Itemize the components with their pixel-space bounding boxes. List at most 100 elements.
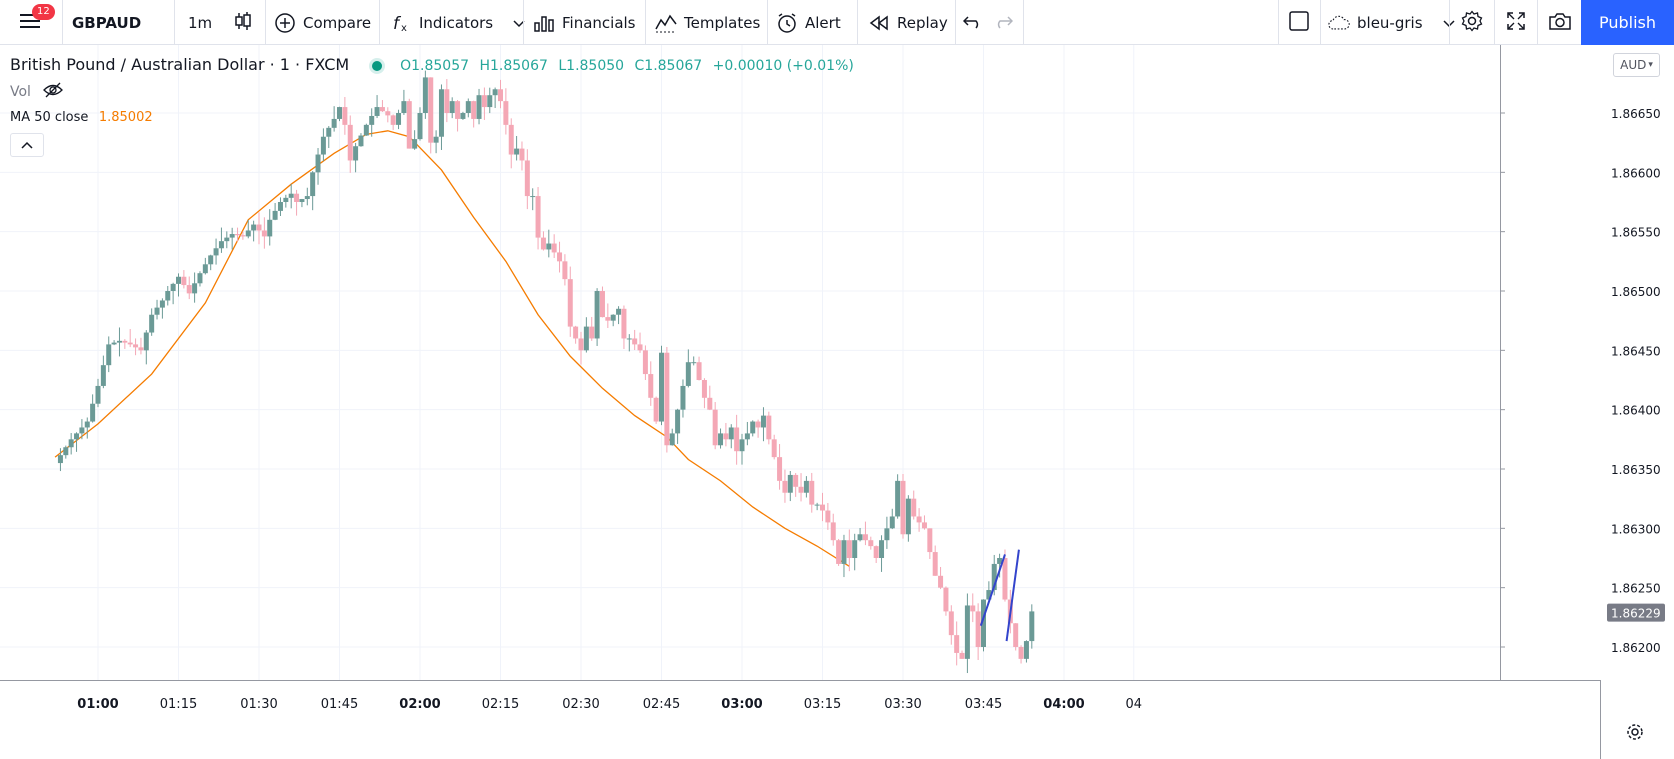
candle xyxy=(245,219,251,239)
ma-line xyxy=(54,130,850,567)
time-axis-bg xyxy=(0,680,1674,759)
candle xyxy=(181,270,187,289)
candle-body xyxy=(803,480,809,493)
currency-button[interactable]: AUD ▾ xyxy=(1613,53,1660,77)
candle-body xyxy=(820,504,825,511)
volume-legend[interactable]: Vol xyxy=(10,82,64,102)
candle xyxy=(943,586,949,616)
chart-canvas[interactable]: 1.86650 1.86600 1.86550 1.86500 1.86450 1.864… xyxy=(0,45,1674,759)
candle xyxy=(927,528,933,560)
fullscreen-icon xyxy=(1505,10,1527,36)
candle xyxy=(948,605,954,645)
layout-name-button[interactable]: bleu-gris xyxy=(1328,0,1455,45)
candle-body xyxy=(84,421,90,428)
fullscreen-button[interactable] xyxy=(1505,0,1529,45)
candle xyxy=(932,545,938,576)
price-tick-label: 1.86550 xyxy=(1611,226,1661,240)
candle-body xyxy=(578,338,584,351)
financials-button[interactable]: Financials xyxy=(533,0,636,45)
candle xyxy=(798,473,804,502)
axis-settings-gear-icon xyxy=(1627,724,1643,740)
drawings[interactable] xyxy=(979,549,1580,689)
redo-button[interactable] xyxy=(993,0,1015,45)
eye-hidden-icon[interactable] xyxy=(43,82,64,102)
candle xyxy=(444,79,450,123)
candle xyxy=(90,394,96,423)
ma-legend[interactable]: MA 50 close 1.85002 xyxy=(10,109,153,125)
candle-body xyxy=(750,421,756,434)
candle-body xyxy=(632,338,638,345)
candle xyxy=(583,317,589,353)
candle-body xyxy=(251,224,257,231)
price-tick-label: 1.86650 xyxy=(1611,107,1661,121)
candle xyxy=(369,108,375,137)
templates-button[interactable]: Templates xyxy=(655,0,760,45)
candle xyxy=(465,98,471,118)
candle-body xyxy=(337,107,342,119)
candle-body xyxy=(943,587,949,612)
candle-body xyxy=(213,248,219,256)
candle-body xyxy=(846,540,852,558)
candle-body xyxy=(79,427,85,434)
candle xyxy=(283,194,289,208)
candle-body xyxy=(342,107,348,125)
candle-body xyxy=(74,433,80,440)
candle xyxy=(256,212,262,245)
candle xyxy=(873,545,879,564)
candle-body xyxy=(331,118,337,128)
compare-button[interactable]: Compare xyxy=(274,0,371,45)
snapshot-button[interactable] xyxy=(1548,0,1572,45)
candle-body xyxy=(471,101,477,119)
gear-icon xyxy=(1461,9,1483,36)
candle-body xyxy=(353,146,359,161)
chevron-down-icon xyxy=(513,14,525,32)
candle-body xyxy=(879,540,885,558)
price-tick-label: 1.86200 xyxy=(1611,641,1661,655)
candle xyxy=(326,126,332,149)
candle-body xyxy=(986,590,992,600)
price-axis[interactable]: 1.86650 1.86600 1.86550 1.86500 1.86450 1.864… xyxy=(1500,45,1674,680)
candle xyxy=(616,306,622,325)
replay-button[interactable]: Replay xyxy=(868,0,948,45)
select-layout-button[interactable] xyxy=(1288,0,1312,45)
candle xyxy=(814,502,820,511)
candle-body xyxy=(363,124,369,136)
candle-body xyxy=(793,474,799,487)
candle xyxy=(981,599,986,652)
alert-button[interactable]: Alert xyxy=(776,0,841,45)
menu-button[interactable] xyxy=(8,0,53,45)
candle xyxy=(879,535,885,572)
ma-label: MA 50 close xyxy=(10,110,89,125)
series-title[interactable]: British Pound / Australian Dollar · 1 · … xyxy=(10,55,350,74)
candle-body xyxy=(938,575,944,588)
candle-body xyxy=(401,101,407,113)
candle xyxy=(573,325,579,344)
time-tick-label: 03:00 xyxy=(721,697,762,712)
gear-icon-hub xyxy=(1631,728,1639,736)
candle-body xyxy=(540,237,546,250)
candle-body xyxy=(202,264,208,274)
candle-body xyxy=(1013,623,1019,647)
interval-button[interactable]: 1m xyxy=(188,13,213,32)
candle-body xyxy=(653,397,659,422)
candle-body xyxy=(304,196,310,200)
settings-button[interactable] xyxy=(1461,0,1485,45)
symbol-search[interactable]: GBPAUD xyxy=(72,13,142,32)
chart-type-button[interactable] xyxy=(232,0,258,45)
time-axis[interactable]: 01:00 01:15 01:30 01:45 02:00 02:15 02:30 02:45… xyxy=(0,680,1674,759)
candle xyxy=(374,95,380,119)
candle xyxy=(723,422,729,447)
collapse-legend-button[interactable] xyxy=(10,133,44,157)
candle xyxy=(428,77,434,154)
candle xyxy=(744,421,750,446)
price-tick-label: 1.86600 xyxy=(1611,166,1661,180)
candle xyxy=(224,231,230,249)
publish-button[interactable]: Publish xyxy=(1581,0,1674,45)
candle-body xyxy=(299,199,305,202)
undo-button[interactable] xyxy=(962,0,985,45)
candle-body xyxy=(696,362,702,380)
candle xyxy=(777,444,783,490)
candle xyxy=(954,621,960,666)
candle-body xyxy=(492,89,498,96)
